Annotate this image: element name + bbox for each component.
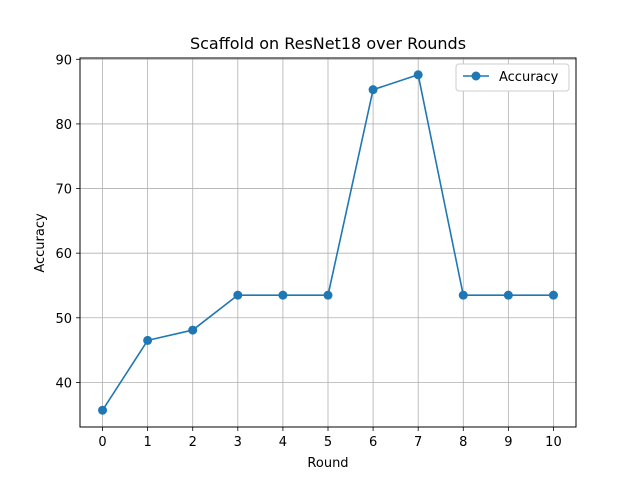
legend-box: [455, 63, 570, 92]
x-tick-label: 9: [504, 435, 512, 450]
data-point: [143, 335, 153, 345]
data-point: [98, 405, 108, 415]
y-tick-label: 70: [55, 183, 72, 198]
data-point: [368, 85, 378, 95]
y-axis-label: Accuracy: [33, 213, 48, 273]
legend: Accuracy: [455, 63, 570, 92]
legend-marker-swatch: [471, 71, 481, 81]
x-axis-label: Round: [307, 456, 348, 471]
x-tick-label: 3: [234, 435, 242, 450]
y-tick-label: 40: [55, 376, 72, 391]
y-tick-label: 90: [55, 53, 72, 68]
x-tick-label: 1: [143, 435, 151, 450]
data-point: [188, 325, 198, 335]
data-point: [323, 290, 333, 300]
grid-lines: [80, 58, 576, 427]
x-tick-label: 7: [414, 435, 422, 450]
data-point: [503, 290, 513, 300]
y-axis-ticks: 40 50 60 70 80 90: [55, 53, 80, 391]
x-tick-label: 6: [369, 435, 377, 450]
x-tick-label: 8: [459, 435, 467, 450]
data-point: [548, 290, 558, 300]
data-point: [413, 70, 423, 80]
y-tick-label: 60: [55, 247, 72, 262]
x-tick-label: 4: [279, 435, 287, 450]
data-point: [278, 290, 288, 300]
x-tick-label: 10: [545, 435, 562, 450]
legend-label: Accuracy: [499, 70, 559, 85]
x-axis-ticks: 0 1 2 3 4 5 6 7 8 9 10: [98, 427, 562, 450]
x-tick-label: 5: [324, 435, 332, 450]
x-tick-label: 2: [189, 435, 197, 450]
data-point: [233, 290, 243, 300]
chart-title: Scaffold on ResNet18 over Rounds: [190, 34, 466, 53]
y-tick-label: 50: [55, 312, 72, 327]
series-layer: [98, 70, 558, 415]
x-tick-label: 0: [98, 435, 106, 450]
y-tick-label: 80: [55, 118, 72, 133]
data-point: [458, 290, 468, 300]
